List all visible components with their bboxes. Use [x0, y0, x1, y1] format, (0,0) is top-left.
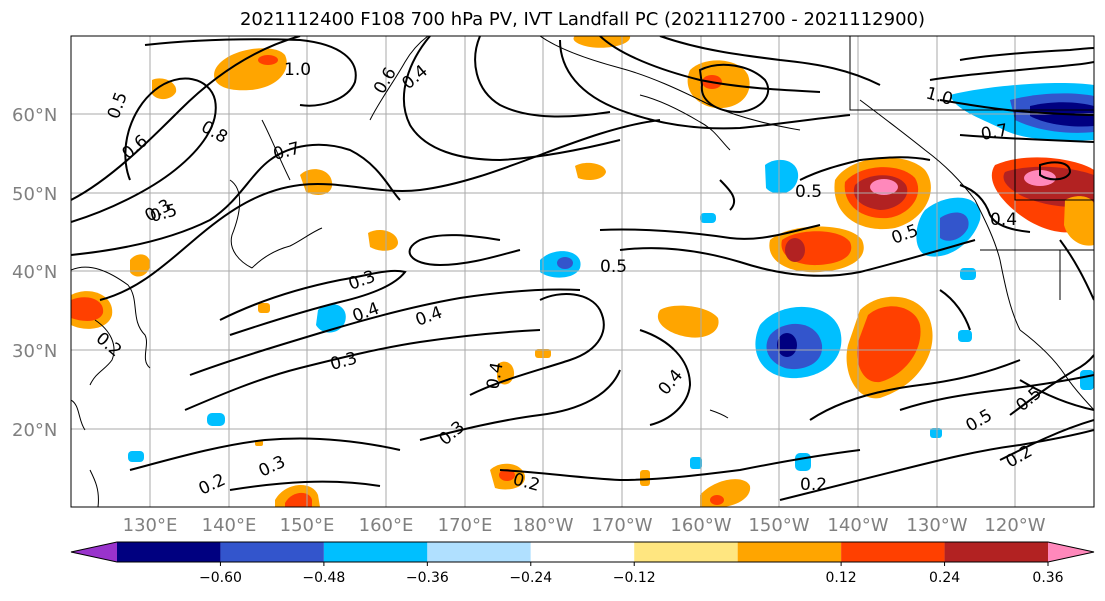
positive-anomaly [575, 162, 606, 180]
lat-label: 20°N [12, 420, 57, 441]
colorbar-outline [70, 541, 1095, 563]
negative-anomaly [765, 159, 799, 194]
lat-label: 30°N [12, 341, 57, 362]
negative-anomaly [700, 213, 716, 223]
positive-anomaly [657, 305, 719, 338]
positive-anomaly [785, 238, 805, 262]
positive-anomaly [368, 229, 398, 251]
lat-label: 50°N [12, 184, 57, 205]
plot-title: 2021112400 F108 700 hPa PV, IVT Landfall… [239, 9, 926, 30]
contour-label: 0.5 [795, 182, 822, 202]
colorbar-ticks: −0.60−0.48−0.36−0.24−0.120.120.240.360.4… [199, 562, 1064, 586]
contour-label: 0.5 [600, 257, 627, 277]
lon-label: 130°W [906, 515, 967, 536]
contour-label: 1.0 [284, 60, 311, 80]
lon-label: 160°W [670, 515, 731, 536]
positive-anomaly [640, 470, 650, 486]
negative-anomaly [960, 268, 976, 280]
negative-anomaly [128, 451, 144, 462]
coastlines [71, 36, 1094, 507]
positive-anomaly [258, 303, 270, 313]
colorbar-tick-label: −0.60 [199, 570, 242, 586]
positive-anomaly [258, 55, 278, 65]
positive-anomaly [285, 492, 312, 507]
colorbar-swatch [634, 542, 738, 562]
colorbar: −0.60−0.48−0.36−0.24−0.120.120.240.360.4… [70, 541, 1095, 586]
plot-border [70, 35, 1095, 508]
positive-anomaly [710, 495, 724, 505]
contour-label: 0.2 [800, 475, 827, 495]
colorbar-tick-label: −0.12 [613, 570, 656, 586]
colorbar-swatch [117, 542, 221, 562]
negative-anomaly [940, 212, 969, 241]
positive-anomaly [856, 306, 921, 383]
colorbar-swatch [737, 542, 842, 562]
lon-label: 150°E [280, 515, 335, 536]
lon-label: 170°E [438, 515, 493, 536]
lon-label: 130°E [123, 515, 178, 536]
positive-anomaly [71, 297, 104, 321]
lon-label: 170°W [591, 515, 652, 536]
lat-label: 40°N [12, 262, 57, 283]
colorbar-swatch [944, 542, 1048, 562]
negative-anomaly [930, 428, 942, 438]
pv-contours [71, 36, 1094, 501]
colorbar-swatch [323, 542, 428, 562]
positive-anomaly [1024, 170, 1056, 186]
colorbar-swatch [427, 542, 531, 562]
negative-anomaly [1080, 370, 1094, 390]
negative-anomaly [958, 330, 972, 342]
lon-label: 150°W [748, 515, 809, 536]
negative-anomaly [777, 333, 797, 357]
negative-anomaly [316, 303, 346, 333]
colorbar-swatch [530, 542, 635, 562]
lon-label: 160°E [359, 515, 414, 536]
colorbar-tick-label: −0.24 [509, 570, 552, 586]
positive-anomaly [870, 179, 898, 195]
colorbar-swatch [71, 542, 117, 562]
colorbar-swatch [841, 542, 945, 562]
positive-anomaly [1064, 196, 1094, 246]
positive-anomaly [499, 469, 515, 481]
lon-label: 140°E [202, 515, 257, 536]
negative-anomaly [207, 413, 225, 426]
graticule [71, 36, 1094, 507]
colorbar-tick-label: −0.36 [406, 570, 449, 586]
colorbar-tick-label: 0.36 [1032, 570, 1063, 586]
lon-label: 140°W [827, 515, 888, 536]
contour-label: 0.4 [483, 361, 507, 391]
lon-label: 180°W [512, 515, 573, 536]
negative-anomaly [690, 457, 702, 469]
colorbar-segments [70, 541, 1095, 563]
lon-label: 120°W [984, 515, 1045, 536]
colorbar-swatch [220, 542, 324, 562]
colorbar-tick-label: −0.48 [302, 570, 345, 586]
colorbar-tick-label: 0.12 [826, 570, 857, 586]
contour-label: 0.7 [979, 121, 1009, 145]
positive-anomaly [300, 169, 333, 195]
negative-anomaly [557, 257, 573, 269]
colorbar-swatch [1048, 542, 1094, 562]
positive-anomaly [152, 78, 177, 100]
lat-label: 60°N [12, 105, 57, 126]
contour-label: 0.4 [990, 210, 1017, 230]
positive-anomaly [573, 36, 631, 48]
colorbar-tick-label: 0.24 [929, 570, 960, 586]
negative-anomaly [795, 453, 811, 471]
